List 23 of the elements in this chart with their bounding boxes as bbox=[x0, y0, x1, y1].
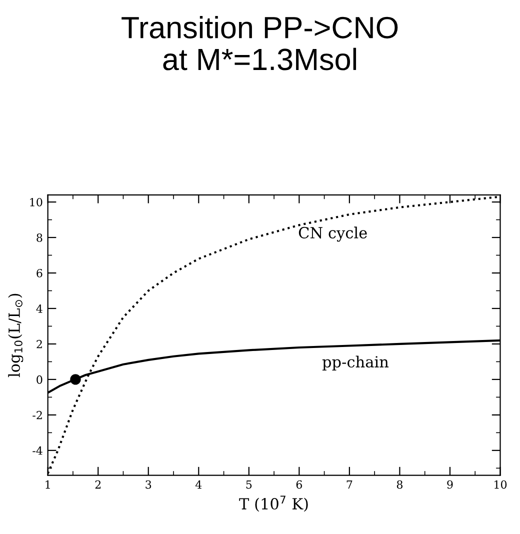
x-tick-label: 4 bbox=[195, 480, 202, 489]
x-axis-title: T (10$^{7}$ K) bbox=[239, 496, 308, 512]
y-tick-label: 6 bbox=[36, 268, 42, 278]
y-tick-label: 8 bbox=[36, 233, 42, 242]
y-tick-label: -2 bbox=[32, 410, 42, 420]
y-tick-label: 2 bbox=[36, 340, 42, 348]
x-tick-label: 7 bbox=[346, 480, 352, 489]
y-tick-label: -4 bbox=[32, 446, 42, 455]
x-tick-label: 3 bbox=[146, 480, 152, 489]
x-tick-label: 8 bbox=[396, 480, 402, 489]
x-tick-label: 5 bbox=[246, 480, 252, 489]
x-tick-label: 10 bbox=[494, 480, 507, 489]
x-tick-label: 1 bbox=[46, 480, 50, 489]
y-tick-label: 10 bbox=[30, 198, 42, 206]
x-tick-label: 6 bbox=[296, 480, 302, 489]
series-label: CN cycle bbox=[298, 226, 367, 242]
x-tick-label: 2 bbox=[95, 480, 101, 489]
series-label: pp-chain bbox=[322, 356, 389, 371]
x-tick-label: 9 bbox=[447, 480, 453, 489]
y-axis-title: log$_{10}$(L/L$_{⊙}$) bbox=[8, 294, 24, 378]
y-tick-label: 4 bbox=[36, 304, 42, 313]
chart-title: Transition PP->CNO at M*=1.3Msol bbox=[122, 16, 398, 70]
y-tick-label: 0 bbox=[36, 375, 42, 384]
